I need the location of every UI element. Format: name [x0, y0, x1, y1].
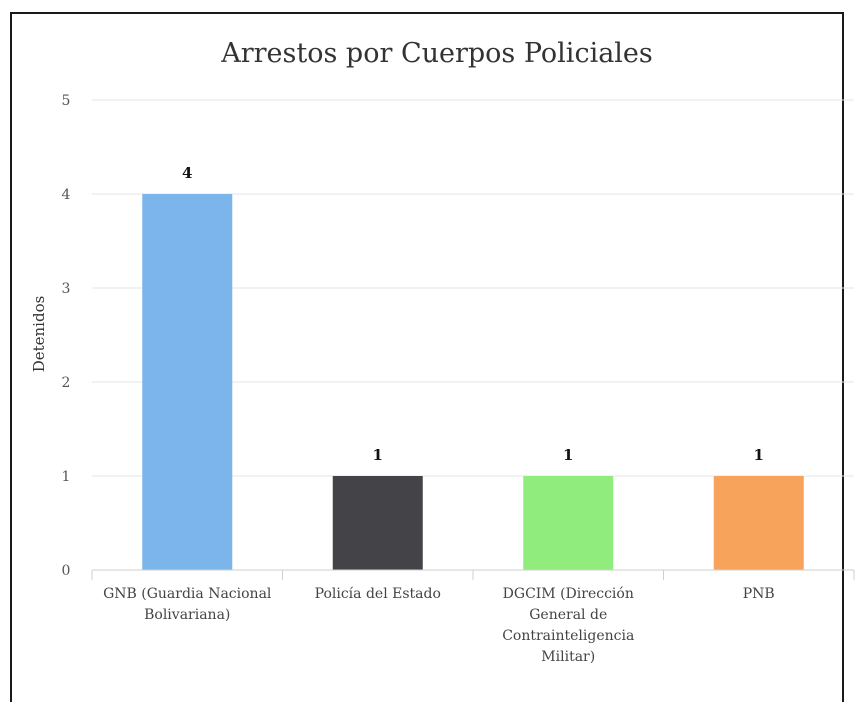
y-tick-label: 5 [62, 93, 71, 109]
data-label: 1 [563, 446, 573, 464]
y-axis-ticks: 0 1 2 3 4 5 [62, 93, 71, 579]
data-label: 1 [754, 446, 764, 464]
category-label: Militar) [541, 649, 595, 665]
bar [142, 194, 233, 570]
category-label: Bolivariana) [144, 607, 230, 623]
bar [713, 476, 804, 570]
bar [332, 476, 423, 570]
data-label: 4 [182, 164, 192, 182]
bar-chart: Arrestos por Cuerpos Policiales 0 1 2 3 4 5 D… [30, 38, 855, 665]
category-label: General de [529, 607, 607, 623]
data-labels: 4 1 1 1 [182, 164, 764, 464]
chart-title: Arrestos por Cuerpos Policiales [220, 38, 653, 69]
x-axis [91, 569, 855, 580]
data-label: 1 [373, 446, 383, 464]
y-tick-label: 0 [62, 563, 71, 579]
y-tick-label: 4 [62, 187, 71, 203]
category-label: Policía del Estado [315, 586, 441, 602]
x-axis-categories: GNB (Guardia Nacional Bolivariana) Policía… [103, 586, 775, 665]
y-axis-label: Detenidos [30, 296, 48, 373]
category-label: Contrainteligencia [502, 628, 634, 644]
y-tick-label: 2 [62, 375, 71, 391]
category-label: GNB (Guardia Nacional [103, 586, 272, 602]
category-label: PNB [743, 586, 775, 602]
y-tick-label: 1 [62, 469, 71, 485]
bar [523, 476, 614, 570]
bars [142, 194, 804, 570]
y-tick-label: 3 [62, 281, 71, 297]
category-label: DGCIM (Dirección [503, 586, 634, 602]
